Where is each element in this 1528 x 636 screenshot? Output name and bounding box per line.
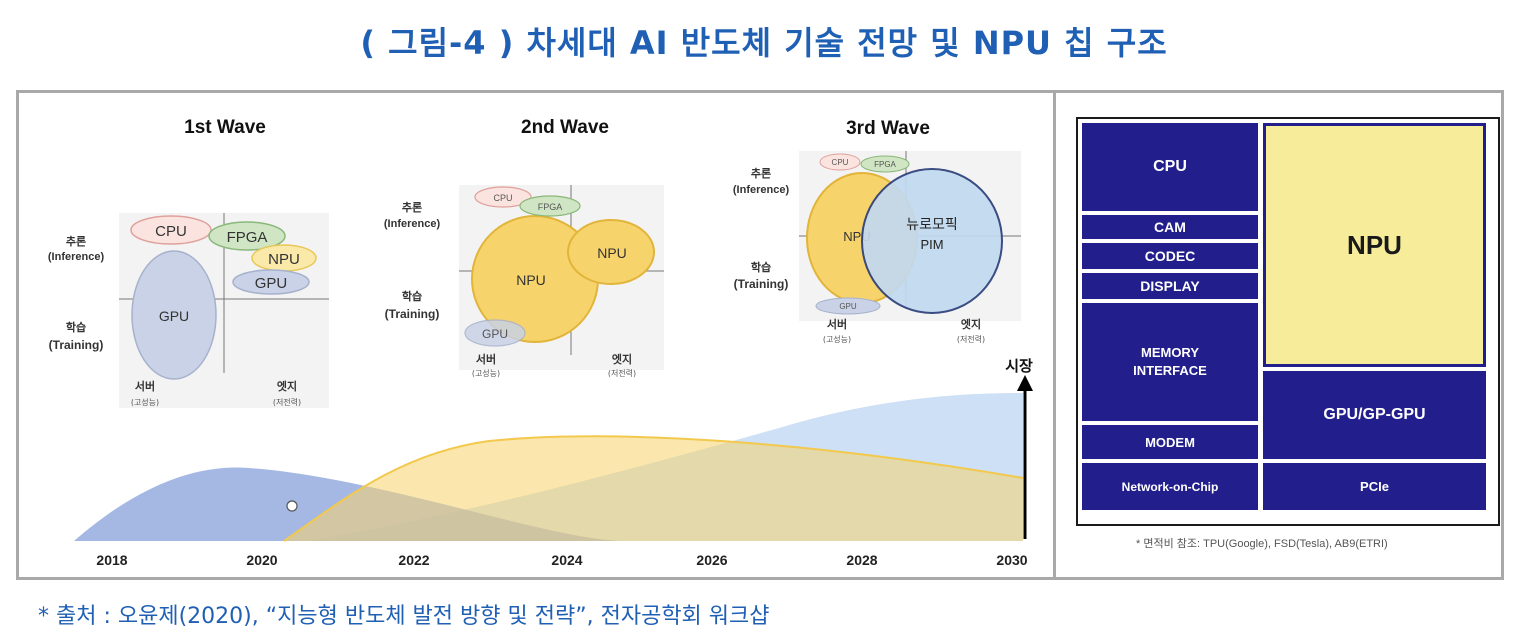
axis-label-inference-en: (Inference) [48, 251, 105, 263]
block-network-on-chip: Network-on-Chip [1082, 463, 1258, 510]
chip-bubble-gpu [131, 250, 217, 380]
axis-label-edge-sub: (저전력) [608, 368, 636, 378]
chip-label: GPU [255, 275, 288, 292]
axis-label-server: 서버 [135, 379, 155, 393]
chip-label: FPGA [227, 229, 268, 246]
wave-heading: 3rd Wave [846, 118, 930, 139]
chip-bubble-fpga [208, 221, 286, 251]
chip-label: CPU [832, 158, 849, 167]
year-label: 2024 [551, 552, 582, 568]
chip-label: FPGA [874, 160, 896, 169]
axis-label-inference: 추론 [66, 234, 86, 248]
chip-floorplan: CPU CAM CODEC DISPLAY MEMORY INTERFACE M… [1076, 117, 1500, 526]
ai-semiconductor-outlook: 시장 2018 2020 2022 2024 2026 2028 2030 1s… [19, 93, 1053, 577]
axis-label-inference-en: (Inference) [733, 184, 790, 196]
marker-dot [286, 500, 298, 512]
block-memory-interface: MEMORY INTERFACE [1082, 303, 1258, 421]
year-label: 2022 [398, 552, 429, 568]
chip-label: GPU [482, 327, 508, 341]
block-cam: CAM [1082, 215, 1258, 239]
chip-bubble-gpu [464, 319, 526, 347]
market-arrow-head [1017, 375, 1033, 391]
chip-label: GPU [839, 302, 857, 311]
block-pcie: PCIe [1263, 463, 1486, 510]
chip-label: GPU [159, 308, 189, 324]
chip-bubble-gpu-edge [232, 269, 310, 295]
chip-label: FPGA [538, 202, 563, 212]
block-modem: MODEM [1082, 425, 1258, 459]
axis-label-training: 학습 [751, 260, 771, 274]
year-label: 2028 [846, 552, 877, 568]
chip-bubble-fpga [519, 195, 581, 217]
axis-label-training: 학습 [66, 320, 86, 334]
axis-label-edge: 엣지 [277, 379, 297, 393]
chip-label: NPU [597, 245, 627, 261]
market-label: 시장 [1005, 357, 1033, 375]
npu-market-area [284, 436, 1023, 541]
block-npu: NPU [1263, 123, 1486, 367]
axis-label-server-sub: (고성능) [472, 369, 500, 378]
area-ratio-note: * 면적비 참조: TPU(Google), FSD(Tesla), AB9(E… [1136, 538, 1388, 550]
block-codec: CODEC [1082, 243, 1258, 269]
page-title: ( 그림-4 ) 차세대 AI 반도체 기술 전망 및 NPU 칩 구조 [360, 24, 1168, 62]
chip-label: CPU [155, 223, 187, 240]
chip-bubble-neuromorphic [861, 168, 1003, 314]
chip-bubble-cpu [819, 153, 861, 171]
axis-label-edge: 엣지 [612, 352, 632, 366]
chip-label: 뉴로모픽 [906, 217, 958, 233]
chip-label: CPU [493, 193, 512, 203]
axis-label-inference: 추론 [402, 200, 422, 214]
wave-heading: 1st Wave [184, 117, 266, 138]
wave-2: 2nd Wave NPU NPU CPU FPGA GPU 추론 (Infere… [384, 117, 664, 378]
block-cpu: CPU [1082, 123, 1258, 211]
chip-bubble-fpga [860, 155, 910, 173]
year-label: 2020 [246, 552, 277, 568]
wave-3: 3rd Wave NPU 뉴로모픽 PIM CPU FPGA GPU 추론 (I… [733, 118, 1021, 344]
npu-chip-structure: CPU CAM CODEC DISPLAY MEMORY INTERFACE M… [1056, 93, 1501, 577]
axis-label-training: 학습 [402, 289, 422, 303]
year-label: 2018 [96, 552, 127, 568]
wave-1: 1st Wave GPU CPU FPGA NPU GPU 추론 (Infere… [48, 117, 329, 408]
chip-bubble-cpu [474, 186, 532, 208]
axis-label-edge-sub: (저전력) [957, 334, 985, 344]
source-citation: * 출처 : 오윤제(2020), “지능형 반도체 발전 방향 및 전략”, … [38, 604, 770, 629]
axis-label-server-sub: (고성능) [823, 335, 851, 344]
block-display: DISPLAY [1082, 273, 1258, 299]
axis-label-training-en: (Training) [385, 307, 440, 321]
chip-bubble-npu-edge [567, 219, 655, 285]
axis-label-inference-en: (Inference) [384, 218, 441, 230]
year-label: 2026 [696, 552, 727, 568]
axis-label-inference: 추론 [751, 166, 771, 180]
npu-market-edge [283, 435, 1024, 542]
axis-label-edge-sub: (저전력) [273, 397, 301, 407]
outlook-diagram: 시장 2018 2020 2022 2024 2026 2028 2030 1s… [48, 117, 1033, 568]
chip-label: NPU [268, 251, 300, 268]
panel-divider [1053, 93, 1056, 577]
chip-bubble-gpu [815, 297, 881, 315]
year-label: 2030 [996, 552, 1027, 568]
block-gpu: GPU/GP-GPU [1263, 371, 1486, 459]
axis-label-server: 서버 [476, 352, 496, 366]
figure-frame: 시장 2018 2020 2022 2024 2026 2028 2030 1s… [16, 90, 1504, 580]
axis-label-edge: 엣지 [961, 317, 981, 331]
axis-label-server: 서버 [827, 317, 847, 331]
chip-label: NPU [516, 272, 546, 288]
axis-label-server-sub: (고성능) [131, 398, 159, 407]
axis-label-training-en: (Training) [734, 277, 789, 291]
axis-label-training-en: (Training) [49, 338, 104, 352]
chip-bubble-cpu [130, 215, 212, 245]
wave-heading: 2nd Wave [521, 117, 609, 138]
chip-label: PIM [920, 237, 943, 252]
